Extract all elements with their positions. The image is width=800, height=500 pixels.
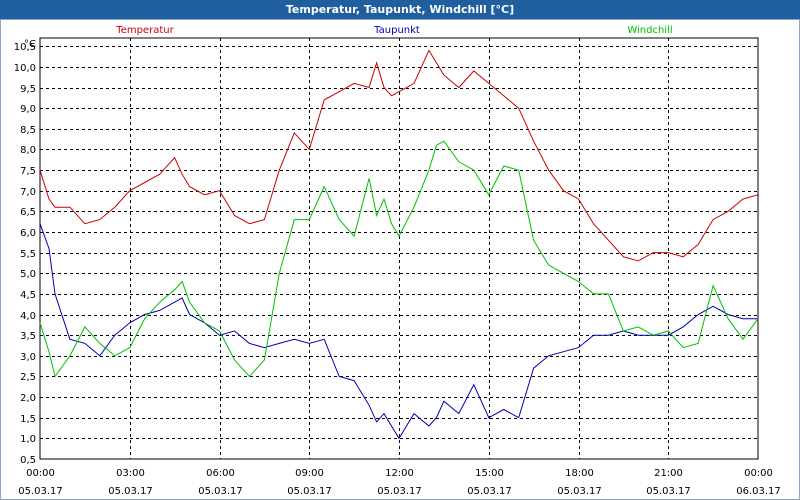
y-tick-label: 9,0 bbox=[20, 104, 36, 115]
y-tick-label: 6,5 bbox=[20, 207, 36, 218]
series-lines bbox=[39, 49, 759, 440]
x-tick-date: 06.03.17 bbox=[736, 486, 781, 497]
series-line-taupunkt bbox=[39, 223, 758, 440]
series-line-temperatur bbox=[39, 49, 759, 262]
x-tick-date: 05.03.17 bbox=[467, 486, 512, 497]
y-tick-label: 10,0 bbox=[14, 63, 36, 74]
x-tick-time: 09:00 bbox=[295, 468, 324, 479]
y-tick-label: 4,5 bbox=[20, 290, 36, 301]
x-tick-date: 05.03.17 bbox=[377, 486, 422, 497]
x-tick-time: 12:00 bbox=[385, 468, 414, 479]
legend-item-temperatur: Temperatur bbox=[115, 25, 174, 36]
y-tick-label: 5,0 bbox=[20, 269, 36, 280]
y-tick-label: 5,5 bbox=[20, 249, 36, 260]
y-tick-label: 3,0 bbox=[20, 352, 36, 363]
y-tick-label: 9,5 bbox=[20, 84, 36, 95]
y-tick-label: 0,5 bbox=[20, 455, 36, 466]
x-tick-date: 05.03.17 bbox=[646, 486, 691, 497]
y-tick-label: 8,5 bbox=[20, 125, 36, 136]
x-tick-date: 05.03.17 bbox=[198, 486, 243, 497]
x-tick-date: 05.03.17 bbox=[108, 486, 153, 497]
legend-item-taupunkt: Taupunkt bbox=[373, 25, 420, 36]
legend-item-windchill: Windchill bbox=[627, 25, 672, 36]
y-tick-label: 1,5 bbox=[20, 414, 36, 425]
axes: 0,5 1,0 1,5 2,0 2,5 3,0 3,5 4,0 4,5 5,0 5,5 6,0 6,5 7… bbox=[14, 39, 781, 497]
x-tick-time: 18:00 bbox=[565, 468, 594, 479]
x-tick-time: 15:00 bbox=[475, 468, 504, 479]
x-tick-time: 03:00 bbox=[116, 468, 145, 479]
x-tick-time: 21:00 bbox=[654, 468, 683, 479]
y-tick-label: 3,5 bbox=[20, 331, 36, 342]
y-tick-label: 7,5 bbox=[20, 166, 36, 177]
x-tick-time: 00:00 bbox=[26, 468, 55, 479]
y-tick-label: 7,0 bbox=[20, 187, 36, 198]
y-tick-label: 10,5 bbox=[14, 42, 36, 53]
x-tick-date: 05.03.17 bbox=[557, 486, 602, 497]
legend: Temperatur Taupunkt Windchill bbox=[115, 25, 672, 36]
x-tick-date: 05.03.17 bbox=[18, 486, 63, 497]
x-tick-date: 05.03.17 bbox=[287, 486, 332, 497]
x-tick-time: 00:00 bbox=[744, 468, 773, 479]
grid bbox=[39, 37, 759, 460]
y-tick-label: 6,0 bbox=[20, 228, 36, 239]
y-tick-label: 1,0 bbox=[20, 434, 36, 445]
y-tick-label: 2,0 bbox=[20, 393, 36, 404]
series-line-windchill bbox=[39, 140, 759, 378]
x-tick-time: 06:00 bbox=[206, 468, 235, 479]
y-tick-label: 4,0 bbox=[20, 311, 36, 322]
y-tick-label: 2,5 bbox=[20, 372, 36, 383]
y-axis-label: °C bbox=[24, 39, 36, 50]
window-title: Temperatur, Taupunkt, Windchill [°C] bbox=[0, 0, 800, 19]
y-tick-label: 8,0 bbox=[20, 145, 36, 156]
